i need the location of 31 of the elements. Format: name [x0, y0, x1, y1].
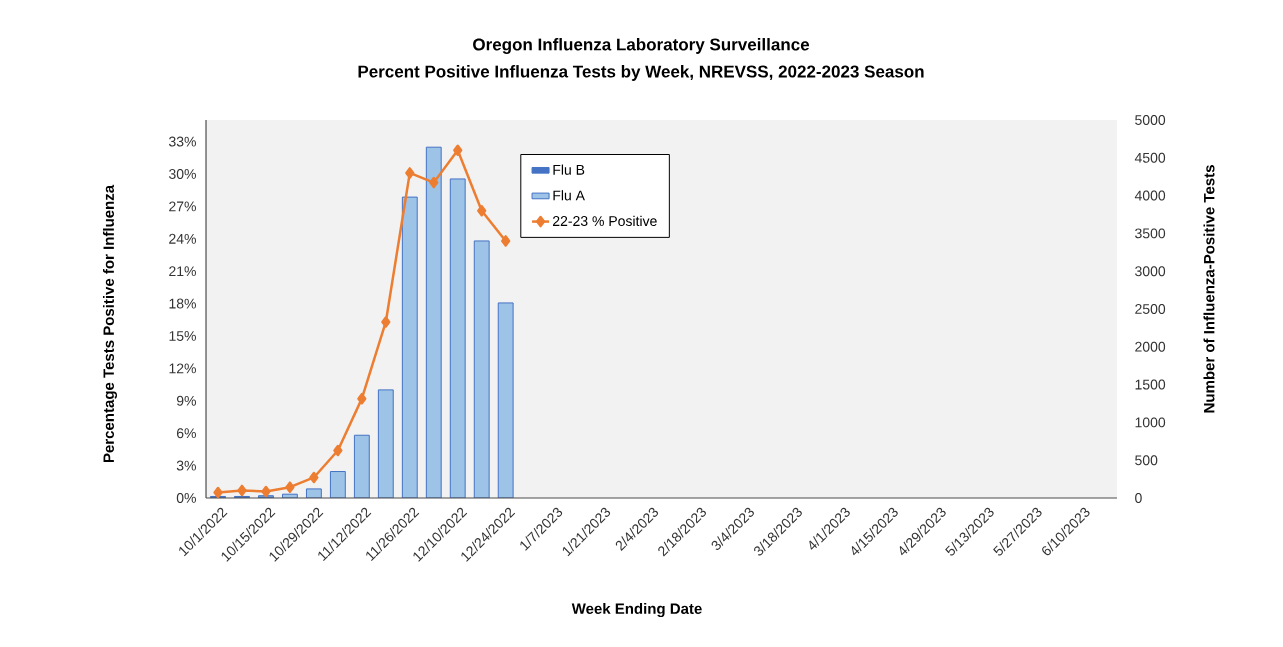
legend-label: Flu A [553, 190, 585, 201]
chart-subtitle: Percent Positive Influenza Tests by Week, NREVSS, 2022-2023 Season [358, 65, 924, 81]
y-tick-label: 21% [169, 266, 196, 277]
y2-tick-label: 3500 [1135, 228, 1166, 239]
legend-label: Flu B [553, 164, 585, 175]
y-tick-label: 3% [176, 460, 196, 471]
y-axis-title: Percentage Tests Positive for Influenza [102, 184, 118, 463]
y2-tick-label: 2500 [1135, 304, 1166, 314]
y2-tick-label: 2000 [1135, 341, 1166, 352]
y-tick-label: 33% [169, 136, 196, 147]
y2-tick-label: 5000 [1135, 115, 1166, 125]
y-tick-label: 30% [169, 169, 196, 179]
legend-label: 22-23 % Positive [553, 215, 657, 227]
y-tick-label: 18% [169, 298, 196, 309]
y-tick-label: 27% [169, 201, 196, 212]
y2-tick-label: 4000 [1134, 190, 1166, 201]
y-tick-label: 6% [176, 428, 196, 439]
y2-tick-label: 3000 [1135, 266, 1166, 277]
y-tick-label: 15% [169, 331, 196, 341]
x-axis-title: Week Ending Date [571, 602, 702, 617]
y-tick-label: 24% [169, 233, 196, 244]
y-tick-label: 0% [176, 493, 196, 503]
y2-tick-label: 1500 [1135, 379, 1166, 390]
y2-axis-title: Number of Influenza-Positive Tests [1203, 165, 1215, 413]
chart-title: Oregon Influenza Laboratory Surveillance [473, 38, 810, 54]
y2-tick-label: 4500 [1134, 152, 1166, 163]
y-tick-label: 12% [169, 363, 196, 374]
y2-tick-label: 500 [1135, 455, 1158, 466]
y-tick-label: 9% [176, 395, 196, 406]
y2-tick-label: 1000 [1135, 417, 1166, 428]
y2-tick-label: 0 [1135, 493, 1142, 503]
